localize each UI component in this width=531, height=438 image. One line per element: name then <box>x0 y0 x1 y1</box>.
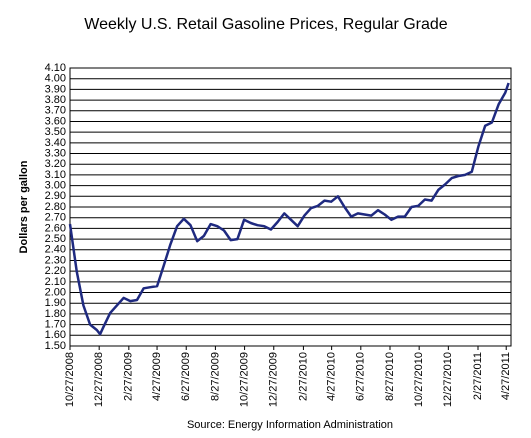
x-tick-label: 12/27/2009 <box>268 352 280 407</box>
y-tick-label: 1.80 <box>45 308 66 320</box>
x-tick-label: 6/27/2009 <box>180 352 192 401</box>
y-tick-label: 3.20 <box>45 158 66 170</box>
chart-title: Weekly U.S. Retail Gasoline Prices, Regu… <box>84 16 448 33</box>
y-tick-label: 1.60 <box>45 329 66 341</box>
y-tick-label: 2.60 <box>45 222 66 234</box>
x-tick-label: 10/27/2009 <box>238 352 250 407</box>
x-tick-label: 10/27/2010 <box>413 352 425 407</box>
y-tick-label: 2.90 <box>45 190 66 202</box>
y-tick-label: 2.50 <box>45 233 66 245</box>
x-tick-label: 12/27/2010 <box>442 352 454 407</box>
price-line <box>68 82 510 336</box>
x-tick-label: 8/27/2009 <box>209 352 221 401</box>
y-tick-label: 1.90 <box>45 297 66 309</box>
y-tick-label: 3.40 <box>45 137 66 149</box>
y-tick-label: 2.30 <box>45 254 66 266</box>
y-tick-label: 2.80 <box>45 201 66 213</box>
y-tick-label: 3.50 <box>45 126 66 138</box>
x-tick-label: 2/27/2010 <box>297 352 309 401</box>
y-tick-label: 3.30 <box>45 147 66 159</box>
y-tick-label: 3.90 <box>45 83 66 95</box>
y-tick-label: 2.20 <box>45 265 66 277</box>
y-tick-label: 2.00 <box>45 286 66 298</box>
x-tick-label: 4/27/2009 <box>151 352 163 401</box>
y-tick-label: 1.70 <box>45 319 66 331</box>
x-tick-label: 4/27/2010 <box>326 352 338 401</box>
y-tick-label: 3.70 <box>45 105 66 117</box>
y-tick-label: 3.10 <box>45 169 66 181</box>
plot-border <box>69 67 512 347</box>
source-note: Source: Energy Information Administratio… <box>187 419 393 431</box>
y-tick-label: 4.00 <box>45 73 66 85</box>
y-tick-label: 2.40 <box>45 244 66 256</box>
x-tick-label: 2/27/2009 <box>123 352 135 401</box>
x-tick-label: 6/27/2010 <box>355 352 367 401</box>
y-tick-label: 2.10 <box>45 276 66 288</box>
x-tick-label: 4/27/2011 <box>500 352 512 400</box>
y-tick-label: 2.70 <box>45 212 66 224</box>
x-tick-label: 10/27/2008 <box>64 352 76 407</box>
y-axis-label: Dollars per gallon <box>18 160 30 253</box>
y-tick-label: 3.00 <box>45 180 66 192</box>
y-tick-label: 1.50 <box>45 340 66 352</box>
x-tick-label: 2/27/2011 <box>472 352 484 400</box>
y-tick-label: 4.10 <box>45 62 66 74</box>
x-tick-label: 12/27/2008 <box>93 352 105 407</box>
y-tick-label: 3.60 <box>45 115 66 127</box>
x-tick-label: 8/27/2010 <box>384 352 396 401</box>
y-tick-label: 3.80 <box>45 94 66 106</box>
